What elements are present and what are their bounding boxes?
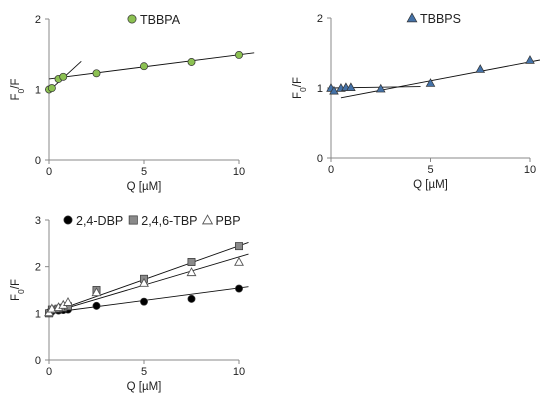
- x-tick-label: 10: [233, 366, 245, 378]
- legend-marker: [201, 214, 214, 225]
- y-tick-label: 2: [35, 14, 41, 26]
- x-tick-label: 0: [46, 166, 52, 178]
- x-axis-label: Q [µM]: [127, 381, 162, 393]
- data-point: [234, 256, 244, 266]
- y-tick-label: 2: [35, 262, 41, 274]
- y-axis-label: F0/F: [10, 279, 26, 301]
- fit-line: [48, 52, 255, 80]
- data-point: [346, 82, 356, 92]
- y-tick-label: 1: [35, 85, 41, 97]
- panel-top-left: 0 1 2 0 5 10 Q [µM] F0/F TBBPA: [10, 13, 255, 193]
- panel-bottom-left: 0 1 2 3 0 5 10 Q [µM] F0/F 2,4-DBP 2,4,6-TBP PBP: [10, 214, 249, 393]
- data-point: [375, 83, 386, 93]
- x-tick-label: 0: [328, 164, 334, 176]
- legend-label: PBP: [216, 214, 241, 228]
- y-tick-label: 2: [317, 13, 323, 25]
- data-point: [187, 294, 196, 303]
- x-tick-label: 10: [233, 166, 245, 178]
- y-tick-label: 0: [317, 153, 323, 165]
- data-point: [187, 58, 196, 66]
- legend-marker: [63, 215, 73, 225]
- y-tick-label: 3: [35, 215, 41, 227]
- fit-line: [48, 241, 249, 314]
- legend-marker: [127, 14, 137, 24]
- x-tick-label: 5: [141, 366, 147, 378]
- y-tick-label: 0: [35, 355, 41, 367]
- x-tick-label: 5: [141, 166, 147, 178]
- data-point: [46, 303, 57, 313]
- y-axis-label: F0/F: [292, 77, 308, 99]
- legend-label: TBBPS: [420, 12, 461, 26]
- legend-marker: [406, 12, 418, 23]
- data-point: [140, 297, 148, 306]
- data-point: [329, 85, 339, 95]
- legend-label: 2,4,6-TBP: [141, 214, 197, 228]
- fit-line: [48, 286, 249, 314]
- data-point: [91, 287, 102, 297]
- y-tick-label: 1: [317, 83, 323, 95]
- legend-marker: [128, 215, 138, 225]
- x-tick-label: 10: [524, 164, 536, 176]
- legend-label: 2,4-DBP: [76, 214, 123, 228]
- data-point: [139, 277, 149, 287]
- data-point: [140, 62, 148, 71]
- data-point: [92, 301, 101, 310]
- data-point: [186, 267, 197, 277]
- data-point: [235, 284, 243, 293]
- data-point: [47, 84, 56, 93]
- data-point: [59, 72, 68, 81]
- data-point: [63, 297, 73, 306]
- data-point: [187, 258, 196, 266]
- x-axis-label: Q [µM]: [413, 179, 448, 191]
- data-point: [235, 242, 243, 251]
- data-point: [235, 51, 243, 59]
- fit-line: [48, 253, 249, 314]
- legend-label: TBBPA: [140, 13, 181, 27]
- x-axis-label: Q [µM]: [127, 181, 162, 193]
- y-tick-label: 1: [35, 308, 41, 320]
- data-point: [425, 78, 436, 87]
- fit-line: [340, 59, 541, 99]
- y-axis-label: F0/F: [10, 79, 26, 101]
- data-point: [525, 55, 535, 64]
- y-tick-label: 0: [35, 155, 41, 167]
- x-tick-label: 5: [427, 164, 433, 176]
- x-tick-label: 0: [46, 366, 52, 378]
- data-point: [475, 64, 486, 73]
- panel-top-right: 0 1 2 0 5 10 Q [µM] F0/F TBBPS: [292, 12, 541, 191]
- data-point: [92, 69, 101, 78]
